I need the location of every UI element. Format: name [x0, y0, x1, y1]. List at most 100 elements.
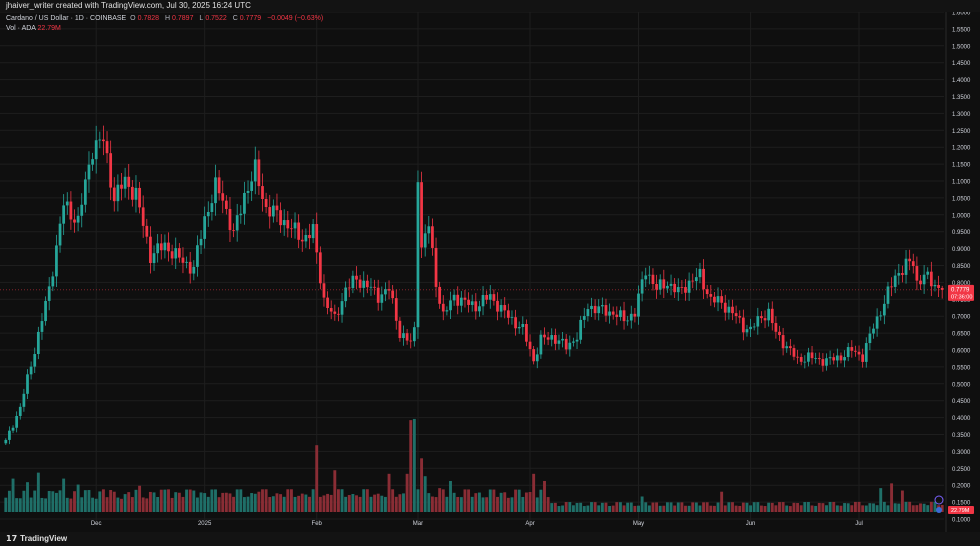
time-axis[interactable]: Dec 2025 Feb Mar Apr May Jun Jul [91, 521, 863, 527]
volume-bar [828, 501, 832, 512]
volume-bar [304, 494, 308, 512]
volume-bar [919, 503, 922, 512]
volume-bar [177, 492, 181, 512]
volume-tag-value: 22.79M [951, 508, 970, 514]
candle-body [579, 319, 583, 340]
volume-label[interactable]: Vol · ADA [6, 25, 36, 32]
candle-body [929, 271, 933, 287]
candle-body [145, 225, 149, 237]
candle-body [575, 339, 579, 342]
volume-bar [373, 494, 377, 512]
price-tick-label: 0.5500 [952, 365, 971, 371]
candle-body [228, 208, 232, 231]
volume-tag-bg [948, 506, 974, 514]
candle-body [268, 207, 272, 217]
candle-body [412, 327, 416, 342]
volume-bar [474, 493, 478, 512]
candle-body [76, 215, 80, 223]
volume-bar [723, 505, 727, 512]
candle-body [246, 190, 250, 193]
volume-bar [778, 502, 781, 512]
candle-body [398, 320, 402, 339]
candle-body [452, 294, 456, 301]
volume-bar [738, 505, 742, 512]
volume-bar [181, 496, 185, 512]
volume-bar [535, 497, 539, 512]
volume-bar [329, 494, 333, 512]
candle-body [369, 286, 373, 288]
candle-body [112, 187, 116, 202]
candle-body [817, 358, 821, 360]
price-tick-label: 0.7000 [952, 315, 971, 321]
volume-bar [872, 503, 875, 512]
candle-body [662, 279, 666, 289]
volume-bar [756, 502, 760, 512]
volume-bar [467, 489, 471, 512]
candle-body [716, 296, 720, 303]
volume-bar [669, 502, 673, 512]
candle-body [666, 285, 669, 289]
volume-bar [308, 496, 311, 512]
candle-body [597, 306, 601, 314]
volume-bar [152, 492, 156, 512]
volume-bar [402, 493, 405, 512]
volume-bar [383, 496, 387, 512]
candle-body [156, 243, 160, 254]
candle-body [416, 182, 420, 328]
volume-bar [141, 497, 145, 512]
volume-bar [470, 496, 474, 512]
volume-bar [40, 497, 44, 512]
volume-bar [561, 505, 565, 512]
candle-body [8, 430, 11, 440]
close-label: C [232, 15, 238, 22]
price-tick-label: 0.4000 [952, 416, 971, 422]
volume-bar [647, 505, 651, 512]
volume-bar [163, 489, 167, 512]
symbol-name[interactable]: Cardano / US Dollar · 1D · COINBASE [6, 15, 127, 22]
volume-bar [26, 482, 29, 512]
candle-body [47, 286, 51, 301]
volume-bar [358, 496, 362, 512]
price-axis[interactable]: 0.1000 0.1500 0.2000 0.2500 0.3000 0.3500 0.40… [945, 12, 971, 532]
candle-body [647, 274, 651, 276]
candle-body [188, 261, 192, 274]
volume-bar [665, 502, 669, 512]
candle-body [467, 299, 470, 305]
volume-bar [362, 489, 366, 512]
time-tick-label: Dec [91, 521, 102, 527]
volume-bar [456, 496, 460, 512]
volume-bar [579, 502, 583, 512]
candle-body [933, 284, 937, 287]
tradingview-logo[interactable]: 17 TradingView [6, 534, 67, 543]
volume-bar [116, 497, 120, 512]
candle-body [593, 305, 597, 314]
candle-body [763, 318, 767, 321]
volume-bar [676, 502, 680, 512]
candle-body [608, 311, 611, 316]
volume-bar [702, 502, 706, 512]
volume-bar [224, 492, 228, 512]
price-tick-label: 0.9000 [952, 247, 971, 253]
volume-bar [438, 488, 442, 512]
candle-body [481, 295, 485, 307]
candle-body [778, 331, 781, 336]
volume-bar [575, 502, 579, 512]
candle-body [217, 177, 221, 194]
volume-bar [608, 505, 612, 512]
candle-body [864, 343, 868, 362]
candle-body [821, 359, 825, 366]
volume-bar [770, 502, 774, 512]
time-tick-label: 2025 [198, 521, 212, 527]
price-tag-bg [948, 284, 974, 301]
volume-bar [846, 503, 850, 512]
candle-body [843, 357, 846, 361]
volume-bar [521, 496, 525, 512]
volume-bar [416, 489, 420, 512]
price-chart[interactable]: 0.1000 0.1500 0.2000 0.2500 0.3000 0.3500 0.40… [0, 12, 980, 532]
volume-bar [22, 490, 26, 512]
volume-bar [441, 489, 445, 512]
volume-bar [810, 505, 814, 512]
volume-bar [926, 505, 930, 512]
volume-bar [80, 497, 84, 512]
volume-bar [340, 489, 344, 512]
